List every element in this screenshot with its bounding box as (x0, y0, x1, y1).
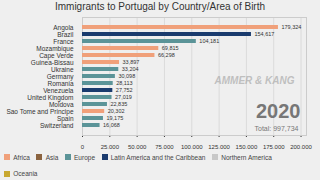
svg-text:50,000: 50,000 (128, 144, 147, 149)
html-text:Asia: Asia (45, 153, 59, 161)
svg-text:Cape Verde: Cape Verde (39, 51, 74, 59)
svg-text:Sao Tome and Principe: Sao Tome and Principe (6, 107, 74, 115)
html-text:Northern America: Northern America (221, 153, 272, 161)
svg-text:Guinea-Bissau: Guinea-Bissau (31, 59, 74, 66)
html-text:Latin America and the Caribbea: Latin America and the Caribbean (110, 153, 206, 161)
svg-text:66,298: 66,298 (158, 52, 175, 58)
html-text:Oceania: Oceania (13, 170, 38, 178)
svg-text:33,897: 33,897 (123, 59, 140, 65)
svg-text:200,000: 200,000 (290, 144, 312, 149)
svg-text:20,302: 20,302 (108, 108, 125, 114)
svg-text:France: France (53, 38, 74, 45)
svg-text:175,000: 175,000 (263, 144, 285, 149)
svg-text:Ukraine: Ukraine (51, 66, 74, 73)
svg-text:19,175: 19,175 (106, 115, 123, 121)
html-text:Immigrants to Portugal by Coun: Immigrants to Portugal by Country/Area o… (55, 1, 265, 12)
svg-text:22,835: 22,835 (110, 101, 127, 107)
svg-text:30,098: 30,098 (118, 73, 135, 79)
svg-text:27,752: 27,752 (116, 87, 133, 93)
svg-text:104,181: 104,181 (199, 38, 219, 44)
svg-text:27,019: 27,019 (115, 94, 132, 100)
svg-text:Brazil: Brazil (57, 31, 74, 38)
svg-text:125,000: 125,000 (208, 144, 230, 149)
svg-text:25,000: 25,000 (101, 144, 120, 149)
svg-text:Angola: Angola (53, 23, 74, 31)
svg-text:Mozambique: Mozambique (36, 44, 74, 52)
html-text:Europe: Europe (74, 153, 95, 161)
svg-text:Romania: Romania (47, 80, 73, 87)
svg-text:16,068: 16,068 (103, 122, 120, 128)
svg-text:Venezuela: Venezuela (43, 87, 74, 94)
svg-text:Moldova: Moldova (49, 101, 74, 108)
svg-text:Switzerland: Switzerland (40, 122, 74, 129)
svg-text:2020: 2020 (256, 100, 301, 122)
svg-text:United Kingdom: United Kingdom (27, 93, 74, 101)
svg-text:33,204: 33,204 (122, 66, 139, 72)
svg-text:75,000: 75,000 (155, 144, 174, 149)
svg-text:28,113: 28,113 (116, 80, 132, 86)
svg-text:100,000: 100,000 (181, 144, 203, 149)
svg-text:Total: 997,734: Total: 997,734 (255, 125, 299, 132)
svg-text:154,617: 154,617 (254, 31, 274, 37)
svg-text:150,000: 150,000 (236, 144, 258, 149)
svg-text:179,324: 179,324 (281, 24, 301, 30)
svg-text:AMMER & KANG: AMMER & KANG (214, 75, 295, 86)
svg-text:Spain: Spain (56, 114, 74, 122)
svg-text:Germany: Germany (46, 72, 74, 80)
svg-text:69,815: 69,815 (162, 45, 179, 51)
html-text:Africa: Africa (13, 153, 30, 161)
